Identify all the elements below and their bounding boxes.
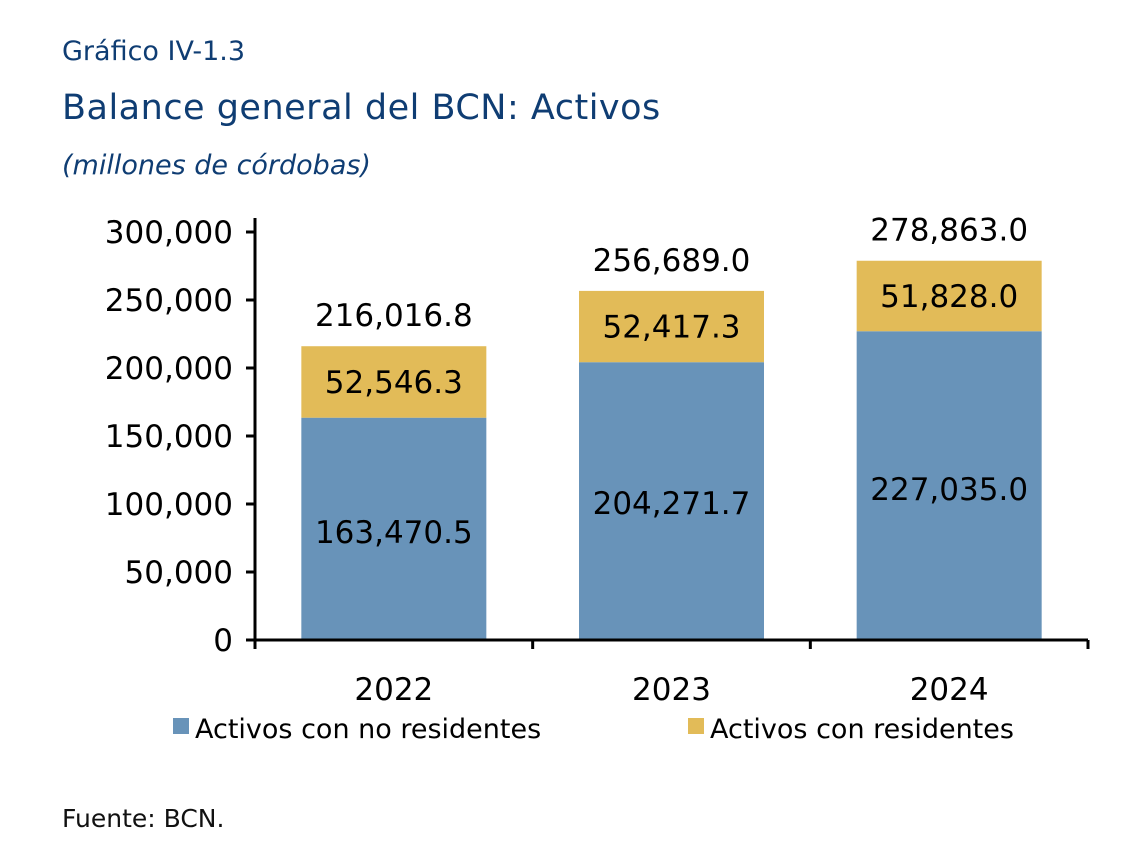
legend-label-residentes: Activos con residentes [710,714,1014,745]
y-tick-label: 50,000 [125,555,233,591]
data-label-no-residentes-2022: 163,470.5 [315,515,473,551]
chart-title: Balance general del BCN: Activos [62,88,661,128]
data-label-residentes-2024: 51,828.0 [880,279,1018,315]
bar-residentes-2024 [856,260,1042,332]
chart-subtitle: (millones de córdobas) [62,150,371,181]
bar-residentes-2022 [301,346,487,418]
bar-no-residentes-2022 [301,417,487,640]
legend-swatch-residentes [688,718,704,734]
y-tick-label: 300,000 [105,215,233,251]
data-label-residentes-2022: 52,546.3 [325,365,463,401]
x-tick-label: 2024 [910,672,989,708]
data-label-total-2022: 216,016.8 [315,298,473,334]
legend-label-no-residentes: Activos con no residentes [195,714,541,745]
y-tick-label: 250,000 [105,283,233,319]
chart-label: Gráfico IV-1.3 [62,36,246,67]
data-label-total-2024: 278,863.0 [870,213,1028,249]
data-label-no-residentes-2024: 227,035.0 [870,472,1028,508]
source-note: Fuente: BCN. [62,804,225,833]
data-label-total-2023: 256,689.0 [593,243,751,279]
x-tick-label: 2023 [632,672,711,708]
x-tick-label: 2022 [354,672,433,708]
bar-no-residentes-2024 [856,331,1042,640]
bar-no-residentes-2023 [579,362,764,640]
bar-residentes-2023 [579,290,764,363]
legend-swatch-no-residentes [173,718,189,734]
y-tick-label: 150,000 [105,419,233,455]
data-label-no-residentes-2023: 204,271.7 [593,486,751,522]
y-tick-label: 200,000 [105,351,233,387]
y-tick-label: 0 [213,623,233,659]
stacked-bar-chart: 163,470.5 52,546.3 216,016.8 204,271.7 52,41… [105,213,1090,745]
y-tick-label: 100,000 [105,487,233,523]
data-label-residentes-2023: 52,417.3 [602,310,740,346]
